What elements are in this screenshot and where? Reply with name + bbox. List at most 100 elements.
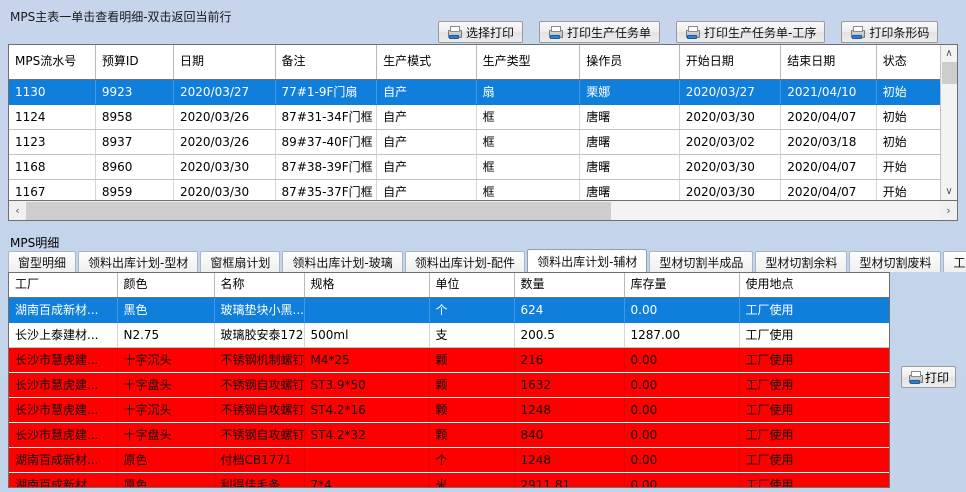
table-cell[interactable]: 2020/03/30 [679, 179, 782, 200]
table-cell[interactable]: 2020/03/02 [679, 129, 782, 155]
scroll-left-arrow-icon[interactable]: ‹ [9, 201, 26, 220]
table-cell[interactable]: 湖南百成新材... [9, 297, 118, 323]
table-cell[interactable]: 1632 [514, 372, 625, 398]
table-cell[interactable]: 2021/04/10 [780, 79, 877, 105]
table-cell[interactable]: 个 [429, 297, 515, 323]
table-cell[interactable]: 0.00 [624, 372, 740, 398]
horizontal-scrollbar-thumb[interactable] [26, 201, 611, 220]
table-row[interactable]: 长沙市慧虎建... 十字沉头 不锈钢自攻螺钉 ST4.2*16 颗 1248 0.00 工厂使… [9, 397, 889, 423]
table-cell[interactable]: 十字沉头 [117, 397, 215, 423]
table-cell[interactable]: 工厂使用 [739, 322, 889, 348]
column-header[interactable]: 规格 [304, 273, 430, 298]
table-cell[interactable]: 十字盘头 [117, 372, 215, 398]
column-header[interactable]: 使用地点 [739, 273, 889, 298]
table-cell[interactable]: 米 [429, 472, 515, 487]
table-cell[interactable]: 0.00 [624, 472, 740, 487]
table-cell[interactable]: 工厂使用 [739, 397, 889, 423]
table-cell[interactable]: 唐曙 [579, 104, 680, 130]
print-detail-button[interactable]: 打印 [901, 366, 957, 388]
table-cell[interactable]: 原色 [117, 447, 215, 473]
table-cell[interactable]: 2020/03/26 [173, 129, 276, 155]
table-cell[interactable]: 玻璃垫块小黑... [214, 297, 305, 323]
table-cell[interactable]: 2020/03/30 [679, 104, 782, 130]
table-cell[interactable]: 2020/04/07 [780, 179, 877, 200]
table-cell[interactable]: 2020/04/07 [780, 154, 877, 180]
tab-0[interactable]: 窗型明细 [8, 251, 77, 272]
table-cell[interactable]: 长沙市慧虎建... [9, 347, 118, 373]
tab-4[interactable]: 领料出库计划-配件 [404, 251, 526, 272]
column-header[interactable]: 生产类型 [476, 45, 581, 80]
table-cell[interactable]: 玻璃胶安泰172 [214, 322, 305, 348]
toolbar-button-1[interactable]: 打印生产任务单 [539, 21, 661, 43]
column-header[interactable]: 数量 [514, 273, 625, 298]
table-cell[interactable]: 自产 [376, 79, 477, 105]
toolbar-button-3[interactable]: 打印条形码 [841, 21, 939, 43]
table-cell[interactable]: 唐曙 [579, 179, 680, 200]
table-cell[interactable]: ST3.9*50 [304, 372, 430, 398]
table-cell[interactable]: 2020/04/07 [780, 104, 877, 130]
table-cell[interactable]: 8937 [95, 129, 175, 155]
column-header[interactable]: 颜色 [117, 273, 215, 298]
column-header[interactable]: 日期 [173, 45, 276, 80]
table-cell[interactable]: 1248 [514, 397, 625, 423]
column-header[interactable]: 备注 [275, 45, 378, 80]
table-cell[interactable]: 湖南百成新材... [9, 447, 118, 473]
table-row[interactable]: 1167 8959 2020/03/30 87#35-37F门框 自产框唐曙 2020/0… [9, 179, 957, 200]
column-header[interactable]: 操作员 [579, 45, 680, 80]
table-cell[interactable]: 唐曙 [579, 129, 680, 155]
column-header[interactable]: 工厂 [9, 273, 118, 298]
scroll-down-arrow-icon[interactable]: ∨ [945, 186, 953, 197]
table-cell[interactable]: 框 [476, 129, 581, 155]
table-cell[interactable]: 个 [429, 447, 515, 473]
table-cell[interactable]: 200.5 [514, 322, 625, 348]
table-cell[interactable]: 长沙市慧虎建... [9, 422, 118, 448]
table-row[interactable]: 1168 8960 2020/03/30 87#38-39F门框 自产框唐曙 2020/0… [9, 154, 957, 180]
toolbar-button-2[interactable]: 打印生产任务单-工序 [676, 21, 826, 43]
table-cell[interactable]: 2020/03/27 [173, 79, 276, 105]
table-cell[interactable]: 0.00 [624, 347, 740, 373]
column-header[interactable]: 单位 [429, 273, 515, 298]
tab-9[interactable]: 工序 [943, 251, 966, 272]
table-cell[interactable] [304, 447, 430, 473]
horizontal-scrollbar-track[interactable] [26, 201, 940, 220]
table-cell[interactable]: 2020/03/26 [173, 104, 276, 130]
table-row[interactable]: 1130 9923 2020/03/27 77#1-9F门扇 自产扇栗娜 2020/03/… [9, 79, 957, 105]
table-cell[interactable]: 9923 [95, 79, 175, 105]
table-cell[interactable]: 1167 [9, 179, 96, 200]
table-row[interactable]: 1123 8937 2020/03/26 89#37-40F门框 自产框唐曙 2020/0… [9, 129, 957, 155]
table-cell[interactable]: 不锈钢自攻螺钉 [214, 422, 305, 448]
table-cell[interactable]: 长沙市慧虎建... [9, 397, 118, 423]
table-cell[interactable]: 开始 [876, 179, 957, 200]
table-cell[interactable]: 工厂使用 [739, 422, 889, 448]
table-cell[interactable]: 1287.00 [624, 322, 740, 348]
vertical-scrollbar-track[interactable] [940, 84, 957, 183]
table-cell[interactable]: 自产 [376, 129, 477, 155]
table-row[interactable]: 长沙市慧虎建... 十字盘头 不锈钢自攻螺钉 ST3.9*50 颗 1632 0.00 工厂使… [9, 372, 889, 398]
table-cell[interactable]: 8958 [95, 104, 175, 130]
table-cell[interactable]: 8959 [95, 179, 175, 200]
horizontal-scrollbar[interactable]: ‹ › [8, 201, 958, 221]
table-cell[interactable]: 框 [476, 179, 581, 200]
table-cell[interactable]: 长沙上泰建材... [9, 322, 118, 348]
table-cell[interactable]: 0.00 [624, 397, 740, 423]
table-row[interactable]: 湖南百成新材... 原色 付档CB1771 个 1248 0.00 工厂使用 [9, 447, 889, 473]
table-cell[interactable] [304, 297, 430, 323]
table-cell[interactable]: 2020/03/27 [679, 79, 782, 105]
column-header[interactable]: 生产模式 [376, 45, 477, 80]
table-cell[interactable]: 1130 [9, 79, 96, 105]
table-cell[interactable]: 黑色 [117, 297, 215, 323]
mps-master-grid[interactable]: MPS流水号 预算ID 日期 备注 生产模式 生产类型 操作员 开始日期 结束日期 状态 1130… [8, 44, 958, 201]
table-cell[interactable]: 0.00 [624, 447, 740, 473]
table-cell[interactable]: 扇 [476, 79, 581, 105]
table-cell[interactable]: 840 [514, 422, 625, 448]
table-cell[interactable]: 支 [429, 322, 515, 348]
toolbar-button-0[interactable]: 选择打印 [438, 21, 524, 43]
table-cell[interactable]: 1124 [9, 104, 96, 130]
column-header[interactable]: 预算ID [95, 45, 175, 80]
table-cell[interactable]: 216 [514, 347, 625, 373]
table-cell[interactable]: 自产 [376, 154, 477, 180]
table-cell[interactable]: ST4.2*32 [304, 422, 430, 448]
table-cell[interactable]: 工厂使用 [739, 472, 889, 487]
table-cell[interactable]: 颗 [429, 372, 515, 398]
table-cell[interactable]: 不锈钢自攻螺钉 [214, 397, 305, 423]
